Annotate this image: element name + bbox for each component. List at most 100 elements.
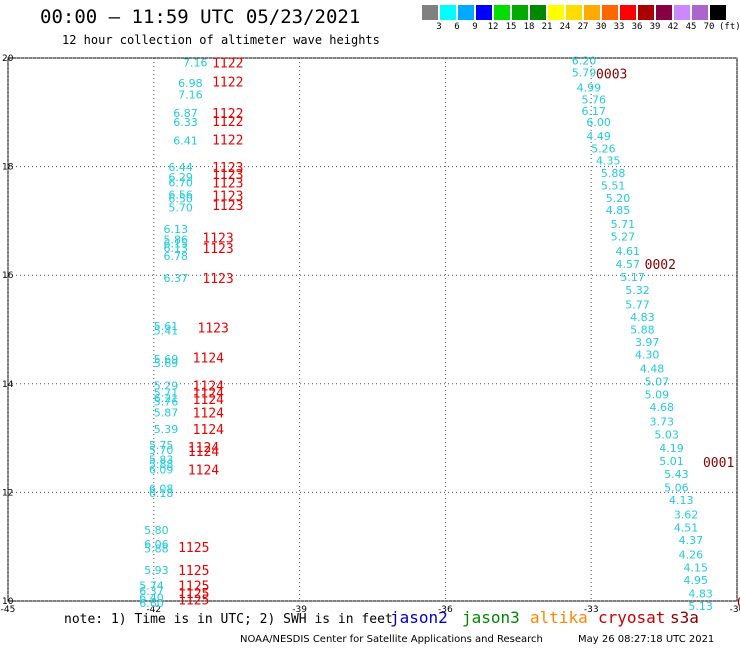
color-scale-label: (ft) xyxy=(719,22,740,32)
swh-value-label: 5.27 xyxy=(611,231,636,244)
swh-value-label: 6.98 xyxy=(178,77,203,90)
swh-value-label: 6.13 xyxy=(164,242,189,255)
swh-value-label: 5.88 xyxy=(149,458,174,471)
color-swatch xyxy=(674,5,690,20)
swh-value-label: 3.73 xyxy=(650,415,675,428)
time-label: 0001 xyxy=(703,456,734,471)
swh-value-label: 6.37 xyxy=(164,272,189,285)
color-scale-label: 70 xyxy=(703,22,715,32)
swh-value-label: 6.20 xyxy=(572,55,597,68)
credit-text: NOAA/NESDIS Center for Satellite Applica… xyxy=(240,634,543,645)
time-label: 1123 xyxy=(212,189,243,204)
time-label: 1122 xyxy=(212,56,243,71)
time-label: 1123 xyxy=(212,199,243,214)
time-label: 0003 xyxy=(596,68,627,83)
swh-value-label: 3.62 xyxy=(674,509,699,522)
swh-value-label: 5.70 xyxy=(149,444,174,457)
color-scale-label: 6 xyxy=(454,22,460,32)
swh-value-label: 6.37 xyxy=(139,585,164,598)
swh-value-label: 5.75 xyxy=(149,439,174,452)
color-swatch xyxy=(494,5,510,20)
swh-value-label: 6.06 xyxy=(144,538,169,551)
y-tick-label: 14 xyxy=(2,380,14,390)
time-label: 1124 xyxy=(188,441,219,456)
swh-value-label: 5.80 xyxy=(144,524,169,537)
swh-value-label: 6.40 xyxy=(139,592,164,605)
swh-value-label: 6.09 xyxy=(149,464,174,477)
time-label: 1123 xyxy=(202,242,233,257)
swh-value-label: 5.69 xyxy=(154,357,179,370)
generated-timestamp: May 26 08:27:18 UTC 2021 xyxy=(578,634,715,645)
chart-subtitle: 12 hour collection of altimeter wave hei… xyxy=(62,33,380,47)
color-swatch xyxy=(602,5,618,20)
time-label: 1125 xyxy=(178,593,209,608)
color-swatch xyxy=(710,5,726,20)
swh-value-label: 5.06 xyxy=(664,482,689,495)
satellite-legend-jason2: jason2 xyxy=(390,608,448,627)
swh-value-label: 5.86 xyxy=(164,233,189,246)
color-swatch xyxy=(512,5,528,20)
swh-value-label: 5.88 xyxy=(144,542,169,555)
swh-value-label: 5.76 xyxy=(581,93,606,106)
swh-value-label: 4.51 xyxy=(674,522,699,535)
time-label: 1124 xyxy=(193,407,224,422)
swh-value-label: 4.61 xyxy=(616,245,641,258)
swh-value-label: 4.99 xyxy=(577,81,602,94)
swh-value-label: 5.29 xyxy=(154,379,179,392)
color-scale-label: 30 xyxy=(595,22,607,32)
x-tick-label: -45 xyxy=(1,605,16,612)
swh-value-label: 5.39 xyxy=(154,423,179,436)
color-scale-label: 39 xyxy=(649,22,661,32)
color-swatch xyxy=(548,5,564,20)
swh-value-label: 4.83 xyxy=(688,587,713,600)
satellite-legend-cryosat: cryosat xyxy=(598,608,666,627)
color-swatch xyxy=(476,5,492,20)
swh-value-label: 5.93 xyxy=(144,564,169,577)
color-scale-label: 33 xyxy=(613,22,625,32)
time-label: 1123 xyxy=(202,272,233,287)
swh-value-label: 4.15 xyxy=(684,561,709,574)
y-tick-label: 16 xyxy=(2,271,14,281)
swh-value-label: 5.07 xyxy=(645,376,670,389)
wave-height-plot: -45-42-39-36-33-301012141618207.166.987.… xyxy=(1,54,740,612)
satellite-legend-altika: altika xyxy=(530,608,588,627)
swh-value-label: 5.76 xyxy=(154,396,179,409)
swh-value-label: 6.50 xyxy=(168,193,193,206)
color-swatch xyxy=(692,5,708,20)
color-scale-label: 15 xyxy=(505,22,517,32)
swh-value-label: 5.88 xyxy=(630,324,655,337)
swh-value-label: 3.97 xyxy=(635,336,660,349)
swh-value-label: 6.60 xyxy=(139,597,164,610)
color-swatch xyxy=(440,5,456,20)
time-label: 1124 xyxy=(188,464,219,479)
x-tick-label: -33 xyxy=(584,605,599,612)
color-swatch xyxy=(638,5,654,20)
swh-value-label: 6.41 xyxy=(173,135,198,148)
color-swatch xyxy=(422,5,438,20)
swh-value-label: 5.79 xyxy=(572,67,597,80)
satellite-legend-s3a: s3a xyxy=(670,608,699,627)
color-scale-label: 24 xyxy=(559,22,571,32)
swh-value-label: 6.29 xyxy=(168,171,193,184)
time-label: 1124 xyxy=(193,393,224,408)
time-label: 0000 xyxy=(737,596,740,611)
color-scale-label: 42 xyxy=(667,22,679,32)
swh-value-label: 5.13 xyxy=(688,600,713,612)
color-swatch xyxy=(458,5,474,20)
swh-value-label: 6.18 xyxy=(149,487,174,500)
swh-value-label: 4.85 xyxy=(606,204,631,217)
swh-value-label: 5.26 xyxy=(591,143,616,156)
swh-value-label: 5.71 xyxy=(611,218,636,231)
time-label: 1123 xyxy=(212,168,243,183)
swh-value-label: 5.01 xyxy=(659,455,684,468)
swh-value-label: 5.83 xyxy=(149,453,174,466)
swh-value-label: 5.09 xyxy=(645,389,670,402)
swh-value-label: 4.57 xyxy=(616,258,641,271)
time-label: 1123 xyxy=(198,321,229,336)
time-label: 1124 xyxy=(193,379,224,394)
color-scale-label: 9 xyxy=(472,22,478,32)
swh-value-label: 6.08 xyxy=(149,483,174,496)
swh-value-label: 6.70 xyxy=(168,176,193,189)
swh-value-label: 4.30 xyxy=(635,348,660,361)
color-scale-label: 18 xyxy=(523,22,535,32)
